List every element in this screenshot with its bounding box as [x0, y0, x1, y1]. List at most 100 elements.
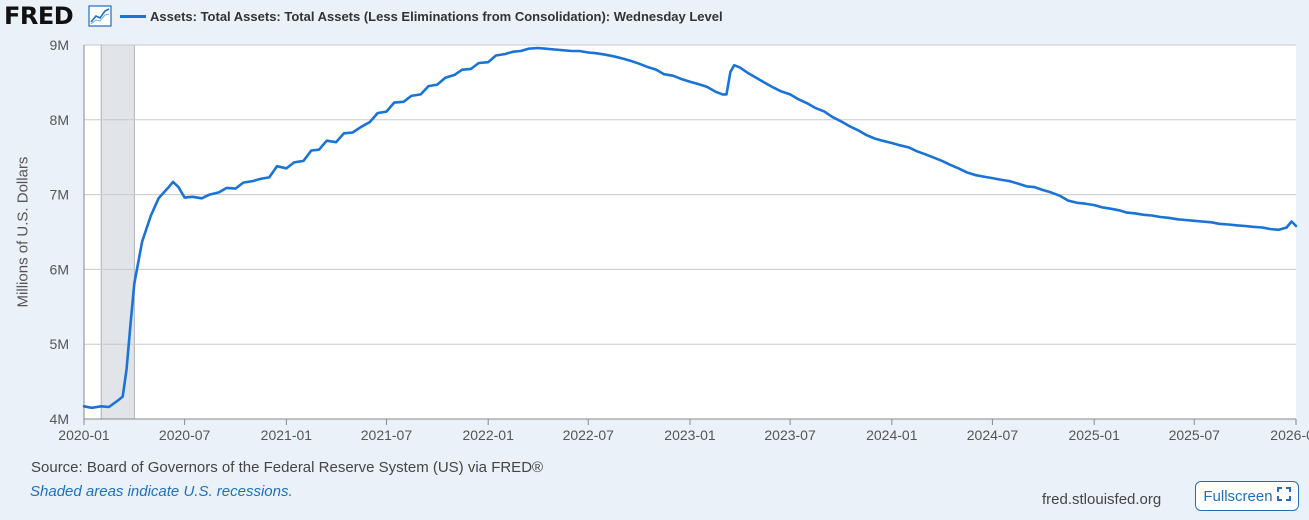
y-tick-label: 6M	[50, 261, 69, 277]
data-point	[857, 129, 859, 132]
data-point	[544, 47, 547, 50]
data-point	[655, 68, 658, 71]
y-tick-label: 5M	[50, 336, 69, 352]
data-point	[1252, 225, 1254, 228]
data-point	[150, 214, 152, 217]
data-point	[982, 175, 985, 178]
data-point	[470, 68, 472, 70]
data-point	[302, 160, 305, 162]
fullscreen-button[interactable]: Fullscreen	[1195, 481, 1299, 511]
data-point	[831, 116, 833, 118]
data-point	[172, 181, 174, 183]
data-point	[725, 93, 728, 96]
source-note: Source: Board of Governors of the Federa…	[31, 459, 544, 476]
data-point	[191, 196, 194, 198]
data-point	[975, 174, 977, 176]
data-point	[1210, 221, 1213, 224]
x-tick-label: 2022-01	[462, 427, 514, 443]
data-point	[1227, 223, 1230, 226]
data-point	[183, 196, 186, 199]
data-point	[1193, 219, 1196, 222]
data-point	[100, 405, 102, 408]
data-point	[1059, 195, 1062, 197]
data-point	[1176, 218, 1179, 221]
data-point	[1201, 220, 1203, 223]
data-point	[369, 121, 371, 123]
data-point	[285, 167, 288, 170]
data-point	[268, 176, 271, 179]
line-chart-icon	[88, 5, 112, 32]
data-point	[1261, 226, 1264, 229]
data-point	[419, 93, 422, 96]
data-point	[823, 110, 826, 113]
data-point	[1033, 186, 1036, 188]
data-point	[83, 405, 85, 408]
data-point	[898, 144, 901, 147]
data-point	[873, 137, 876, 140]
data-point	[1042, 189, 1045, 191]
chart-header: FRED Assets: Total Assets: Total Assets …	[0, 0, 1309, 34]
data-point	[225, 187, 228, 189]
data-point	[453, 74, 456, 76]
data-point	[561, 49, 564, 52]
data-point	[772, 86, 775, 89]
data-point	[763, 81, 765, 84]
data-point	[527, 47, 530, 50]
data-point	[949, 163, 951, 166]
data-point	[1110, 208, 1113, 210]
data-point	[780, 90, 783, 93]
legend-series-label: Assets: Total Assets: Total Assets (Less…	[150, 8, 723, 24]
data-point	[1159, 216, 1162, 218]
data-point	[733, 64, 736, 66]
data-point	[1093, 204, 1095, 206]
data-point	[318, 148, 320, 151]
data-point	[402, 101, 405, 103]
x-tick-label: 2026-01	[1270, 427, 1309, 443]
site-url[interactable]: fred.stlouisfed.org	[1042, 491, 1162, 508]
fullscreen-label: Fullscreen	[1203, 487, 1273, 505]
x-tick-label: 2024-07	[967, 427, 1019, 443]
data-point	[1218, 222, 1220, 225]
data-point	[629, 59, 632, 62]
data-point	[259, 178, 262, 180]
data-point	[335, 141, 337, 144]
data-point	[1244, 225, 1246, 227]
data-point	[141, 240, 143, 243]
x-tick-label: 2020-01	[58, 427, 110, 443]
x-tick-label: 2021-01	[261, 427, 313, 443]
data-point	[941, 160, 943, 162]
data-point	[108, 406, 110, 408]
data-point	[847, 124, 850, 127]
data-point	[746, 71, 749, 74]
data-point	[1067, 199, 1069, 202]
recession-note: Shaded areas indicate U.S. recessions.	[30, 483, 293, 500]
data-point	[242, 181, 245, 184]
data-point	[646, 65, 648, 68]
data-point	[200, 197, 203, 200]
data-point	[1133, 212, 1136, 215]
x-tick-label: 2023-07	[764, 427, 816, 443]
data-point	[376, 112, 379, 114]
data-point	[738, 66, 741, 69]
data-point	[1167, 216, 1170, 219]
data-point	[595, 52, 597, 55]
fred-logo[interactable]: FRED	[4, 2, 74, 30]
data-point	[116, 400, 118, 402]
data-point	[1143, 213, 1145, 216]
data-point	[714, 90, 716, 93]
y-tick-label: 9M	[50, 37, 69, 53]
data-point	[234, 187, 237, 190]
data-point	[721, 93, 724, 96]
y-axis-title: Millions of U.S. Dollars	[14, 156, 32, 308]
data-point	[129, 324, 132, 327]
data-point	[125, 368, 128, 370]
x-tick-label: 2021-07	[361, 427, 413, 443]
data-point	[1101, 206, 1103, 209]
data-point	[1118, 209, 1120, 212]
x-tick-label: 2025-07	[1169, 427, 1221, 443]
data-point	[325, 139, 328, 142]
data-point	[251, 180, 254, 182]
data-point	[908, 146, 910, 149]
data-point	[393, 101, 395, 104]
x-tick-label: 2025-01	[1068, 427, 1120, 443]
